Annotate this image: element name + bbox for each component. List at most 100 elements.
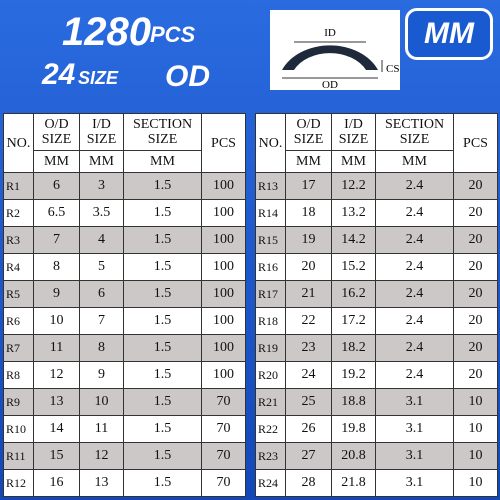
cell: 70	[201, 469, 246, 497]
cell: R20	[255, 361, 286, 389]
data-row: R9 13 10 1.5 70	[3, 388, 246, 416]
cell: 23	[285, 334, 332, 362]
cell: R14	[255, 199, 286, 227]
cell: R18	[255, 307, 286, 335]
cell: 20.8	[331, 442, 376, 470]
cell: 2.4	[375, 226, 454, 254]
rows: R13 17 12.2 2.4 20 R14 18 13.2 2.4 20 R15 19 14.2 2.4…	[255, 172, 498, 497]
data-row: R1 6 3 1.5 100	[3, 172, 246, 200]
cell: R22	[255, 415, 286, 443]
cell: 14	[33, 415, 80, 443]
cell: 20	[453, 280, 498, 308]
cell: 8	[33, 253, 80, 281]
cell: 10	[453, 469, 498, 497]
cell: 100	[201, 334, 246, 362]
cell: R21	[255, 388, 286, 416]
cell: 9	[79, 361, 124, 389]
cell: 7	[33, 226, 80, 254]
cell: 14.2	[331, 226, 376, 254]
cell: 16.2	[331, 280, 376, 308]
cell: 6	[79, 280, 124, 308]
cell: 1.5	[123, 334, 202, 362]
cell: 3.5	[79, 199, 124, 227]
unit-header: MM	[375, 150, 454, 173]
cell: 12	[79, 442, 124, 470]
cell: 28	[285, 469, 332, 497]
cell: 11	[79, 415, 124, 443]
cell: 10	[79, 388, 124, 416]
cell: R1	[3, 172, 34, 200]
cell: 3.1	[375, 415, 454, 443]
column-header: NO.	[255, 113, 286, 173]
cell: R7	[3, 334, 34, 362]
header-row: NO. O/D SIZE I/D SIZE SECTION SIZE PCS	[255, 113, 498, 173]
header-row: NO. O/D SIZE I/D SIZE SECTION SIZE PCS	[3, 113, 246, 173]
cell: 20	[453, 307, 498, 335]
cell: R6	[3, 307, 34, 335]
cell: 2.4	[375, 361, 454, 389]
right-table: NO. O/D SIZE I/D SIZE SECTION SIZE PCS MM MM MM…	[255, 113, 498, 497]
cell: 6.5	[33, 199, 80, 227]
cell: R16	[255, 253, 286, 281]
cell: 18	[285, 199, 332, 227]
unit-row: MM MM MM	[4, 150, 246, 173]
unit-header: MM	[285, 150, 332, 173]
cell: R10	[3, 415, 34, 443]
spec-table: NO. O/D SIZE I/D SIZE SECTION SIZE PCS MM MM MM…	[255, 113, 498, 497]
cell: 70	[201, 442, 246, 470]
data-row: R3 7 4 1.5 100	[3, 226, 246, 254]
cell: 1.5	[123, 361, 202, 389]
data-row: R8 12 9 1.5 100	[3, 361, 246, 389]
data-row: R16 20 15.2 2.4 20	[255, 253, 498, 281]
cell: 17	[285, 172, 332, 200]
cell: 100	[201, 199, 246, 227]
column-header: PCS	[453, 113, 498, 173]
cell: 18.8	[331, 388, 376, 416]
cell: 21	[285, 280, 332, 308]
cell: 20	[453, 361, 498, 389]
cell: 1.5	[123, 226, 202, 254]
cell: R4	[3, 253, 34, 281]
cell: 19.8	[331, 415, 376, 443]
cell: 3.1	[375, 442, 454, 470]
unit-row: MM MM MM	[256, 150, 498, 173]
cell: R11	[3, 442, 34, 470]
cell: 20	[453, 253, 498, 281]
cell: 16	[33, 469, 80, 497]
data-row: R18 22 17.2 2.4 20	[255, 307, 498, 335]
cell: 12	[33, 361, 80, 389]
cell: 10	[33, 307, 80, 335]
ring-diagram: ID OD CS	[270, 10, 400, 90]
data-row: R7 11 8 1.5 100	[3, 334, 246, 362]
cell: R12	[3, 469, 34, 497]
size-count: 24	[42, 58, 76, 91]
cell: 18.2	[331, 334, 376, 362]
data-row: R2 6.5 3.5 1.5 100	[3, 199, 246, 227]
cell: 19.2	[331, 361, 376, 389]
cell: R5	[3, 280, 34, 308]
cell: 2.4	[375, 307, 454, 335]
unit-header: MM	[33, 150, 80, 173]
cell: 100	[201, 226, 246, 254]
data-row: R13 17 12.2 2.4 20	[255, 172, 498, 200]
data-row: R6 10 7 1.5 100	[3, 307, 246, 335]
cell: 100	[201, 307, 246, 335]
cell: 1.5	[123, 307, 202, 335]
cell: 2.4	[375, 253, 454, 281]
cell: 19	[285, 226, 332, 254]
cell: 15.2	[331, 253, 376, 281]
unit-header: MM	[331, 150, 376, 173]
cell: R2	[3, 199, 34, 227]
data-row: R14 18 13.2 2.4 20	[255, 199, 498, 227]
cs-label: CS	[386, 63, 399, 75]
cell: 27	[285, 442, 332, 470]
cell: R3	[3, 226, 34, 254]
cell: 3.1	[375, 388, 454, 416]
cell: 1.5	[123, 442, 202, 470]
column-header: I/D SIZE	[79, 113, 124, 151]
cell: 100	[201, 172, 246, 200]
data-row: R17 21 16.2 2.4 20	[255, 280, 498, 308]
cell: 1.5	[123, 469, 202, 497]
cell: 2.4	[375, 334, 454, 362]
cell: 25	[285, 388, 332, 416]
